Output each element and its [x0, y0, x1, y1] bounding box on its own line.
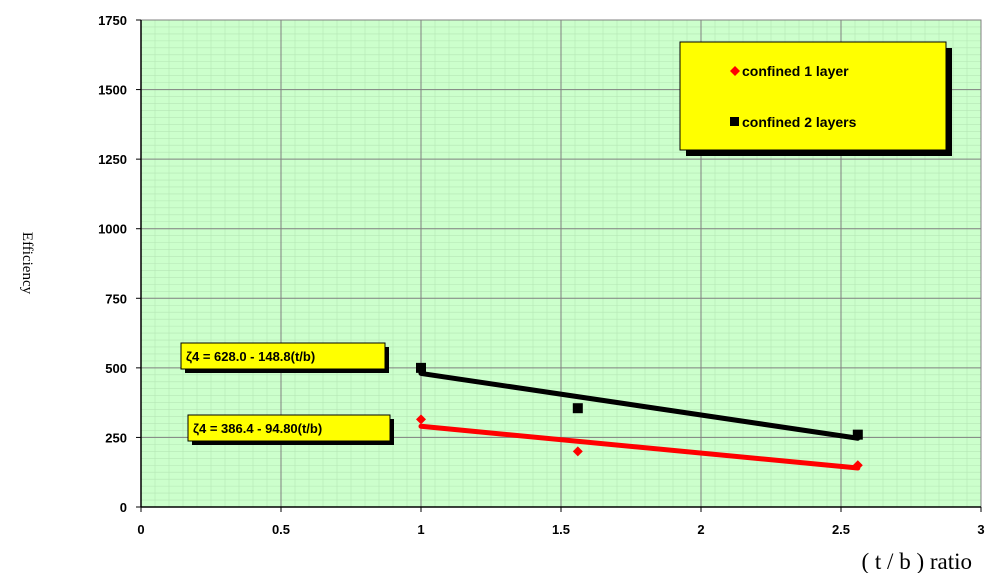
y-tick-labels: 0 250 500 750 1000 1250 1500 1750: [98, 13, 141, 515]
legend-label-series-2: confined 2 layers: [742, 114, 857, 130]
trendline-series-2: [418, 370, 861, 441]
x-tick-label: 1: [417, 522, 424, 537]
x-tick-label: 0.5: [272, 522, 290, 537]
trendline-series-1: [418, 423, 861, 471]
y-tick-label: 500: [105, 361, 127, 376]
equation-label-2-layers: ζ4 = 628.0 - 148.8(t/b): [180, 342, 389, 373]
legend-marker-square: [730, 117, 739, 126]
equation-text-2-layers: ζ4 = 628.0 - 148.8(t/b): [186, 349, 315, 364]
equation-label-1-layer: ζ4 = 386.4 - 94.80(t/b): [187, 414, 394, 445]
x-tick-label: 3: [977, 522, 984, 537]
legend-marker-diamond: [730, 66, 740, 76]
x-tick-label: 2.5: [832, 522, 850, 537]
y-tick-label: 0: [120, 500, 127, 515]
legend: confined 1 layer confined 2 layers: [679, 41, 952, 156]
trendlines: [418, 370, 861, 471]
legend-label-series-1: confined 1 layer: [742, 63, 849, 79]
x-tick-label: 2: [697, 522, 704, 537]
y-tick-label: 1750: [98, 13, 127, 28]
data-points: [416, 362, 863, 471]
data-point-series-2: [852, 429, 863, 440]
equation-text-1-layer: ζ4 = 386.4 - 94.80(t/b): [193, 421, 322, 436]
data-point-series-2: [572, 403, 583, 414]
y-tick-label: 750: [105, 291, 127, 306]
y-tick-label: 1500: [98, 83, 127, 98]
data-point-series-1: [852, 460, 863, 471]
x-tick-label: 1.5: [552, 522, 570, 537]
y-tick-label: 1250: [98, 152, 127, 167]
data-point-series-2: [416, 362, 426, 373]
x-tick-label: 0: [137, 522, 144, 537]
x-axis-title: ( t / b ) ratio: [862, 549, 973, 573]
y-tick-label: 1000: [98, 222, 127, 237]
y-axis-title: Efficiency: [19, 232, 35, 295]
y-tick-label: 250: [105, 430, 127, 445]
data-point-series-1: [572, 446, 583, 457]
x-tick-labels: 0 0.5 1 1.5 2 2.5 3: [137, 507, 985, 537]
data-point-series-1: [416, 414, 426, 425]
